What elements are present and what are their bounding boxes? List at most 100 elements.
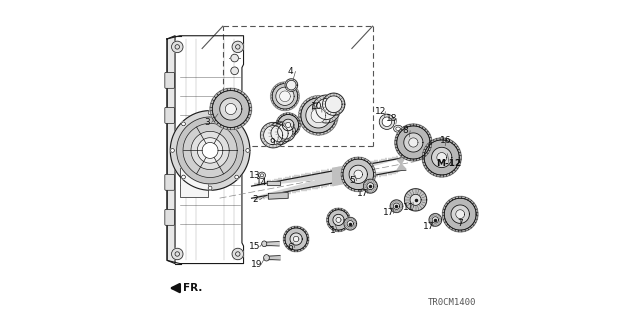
Polygon shape bbox=[332, 103, 336, 107]
Polygon shape bbox=[271, 89, 274, 92]
Polygon shape bbox=[306, 129, 310, 133]
Polygon shape bbox=[456, 146, 460, 150]
Polygon shape bbox=[342, 179, 345, 183]
Polygon shape bbox=[424, 152, 428, 156]
Polygon shape bbox=[367, 160, 371, 164]
Polygon shape bbox=[410, 194, 421, 205]
Polygon shape bbox=[298, 249, 301, 252]
Polygon shape bbox=[348, 158, 352, 162]
Polygon shape bbox=[271, 124, 288, 142]
Polygon shape bbox=[284, 82, 286, 84]
Polygon shape bbox=[278, 115, 282, 118]
Polygon shape bbox=[223, 89, 227, 92]
Polygon shape bbox=[452, 228, 456, 231]
Polygon shape bbox=[307, 234, 309, 237]
Polygon shape bbox=[451, 205, 469, 223]
Polygon shape bbox=[465, 228, 468, 231]
Polygon shape bbox=[217, 91, 221, 95]
Polygon shape bbox=[294, 103, 297, 106]
Polygon shape bbox=[284, 135, 287, 137]
Polygon shape bbox=[417, 124, 420, 127]
Text: TR0CM1400: TR0CM1400 bbox=[428, 298, 476, 307]
Polygon shape bbox=[426, 144, 429, 148]
Polygon shape bbox=[294, 131, 298, 135]
Polygon shape bbox=[294, 250, 298, 252]
Polygon shape bbox=[459, 156, 461, 159]
Text: 12: 12 bbox=[375, 107, 386, 116]
Polygon shape bbox=[275, 121, 296, 142]
Text: 9: 9 bbox=[269, 138, 275, 147]
Polygon shape bbox=[231, 127, 235, 130]
Polygon shape bbox=[404, 189, 427, 211]
Polygon shape bbox=[313, 132, 316, 135]
Polygon shape bbox=[470, 200, 474, 204]
Polygon shape bbox=[468, 227, 472, 230]
Ellipse shape bbox=[262, 241, 267, 247]
Polygon shape bbox=[284, 109, 286, 111]
Polygon shape bbox=[298, 95, 300, 98]
Polygon shape bbox=[351, 188, 355, 191]
Polygon shape bbox=[249, 107, 252, 111]
Polygon shape bbox=[413, 159, 417, 161]
Polygon shape bbox=[299, 114, 301, 117]
Polygon shape bbox=[330, 100, 333, 104]
Polygon shape bbox=[476, 209, 478, 212]
Polygon shape bbox=[212, 117, 216, 122]
Polygon shape bbox=[296, 101, 298, 104]
Polygon shape bbox=[260, 123, 286, 148]
Polygon shape bbox=[328, 210, 349, 230]
Text: 3: 3 bbox=[204, 118, 210, 127]
Polygon shape bbox=[344, 217, 356, 230]
Polygon shape bbox=[335, 208, 339, 210]
Polygon shape bbox=[291, 226, 294, 229]
Polygon shape bbox=[298, 226, 301, 229]
Polygon shape bbox=[282, 119, 294, 131]
Polygon shape bbox=[177, 117, 244, 184]
Polygon shape bbox=[271, 98, 273, 101]
Polygon shape bbox=[241, 91, 245, 95]
Polygon shape bbox=[289, 135, 293, 137]
Polygon shape bbox=[444, 174, 447, 177]
Polygon shape bbox=[268, 122, 291, 145]
Text: 4: 4 bbox=[288, 67, 294, 76]
Polygon shape bbox=[328, 224, 331, 228]
Text: 14: 14 bbox=[256, 179, 267, 188]
Polygon shape bbox=[271, 95, 272, 98]
Polygon shape bbox=[278, 131, 282, 135]
Polygon shape bbox=[303, 127, 307, 131]
Polygon shape bbox=[458, 196, 462, 198]
Polygon shape bbox=[374, 172, 376, 176]
Polygon shape bbox=[369, 163, 373, 167]
Circle shape bbox=[231, 54, 239, 62]
Polygon shape bbox=[227, 127, 231, 130]
Polygon shape bbox=[292, 114, 296, 116]
Polygon shape bbox=[346, 185, 349, 188]
Text: 19: 19 bbox=[250, 260, 262, 269]
Polygon shape bbox=[429, 137, 432, 141]
Polygon shape bbox=[390, 200, 403, 212]
Polygon shape bbox=[289, 107, 292, 110]
Polygon shape bbox=[399, 152, 402, 156]
Polygon shape bbox=[433, 139, 437, 141]
Polygon shape bbox=[446, 139, 450, 141]
Polygon shape bbox=[474, 206, 477, 210]
Polygon shape bbox=[294, 226, 298, 228]
Circle shape bbox=[172, 248, 183, 260]
Polygon shape bbox=[332, 124, 336, 128]
Polygon shape bbox=[444, 138, 447, 140]
Polygon shape bbox=[237, 125, 242, 129]
Polygon shape bbox=[472, 222, 476, 226]
Circle shape bbox=[171, 148, 174, 152]
Polygon shape bbox=[424, 129, 428, 132]
Polygon shape bbox=[284, 237, 285, 241]
Polygon shape bbox=[364, 179, 378, 193]
Polygon shape bbox=[423, 149, 426, 153]
Polygon shape bbox=[243, 93, 248, 98]
Polygon shape bbox=[419, 125, 423, 128]
Polygon shape bbox=[335, 110, 338, 113]
Polygon shape bbox=[325, 96, 342, 113]
Polygon shape bbox=[342, 166, 345, 170]
Text: 7: 7 bbox=[458, 219, 463, 228]
Polygon shape bbox=[294, 86, 297, 89]
Polygon shape bbox=[440, 175, 444, 177]
